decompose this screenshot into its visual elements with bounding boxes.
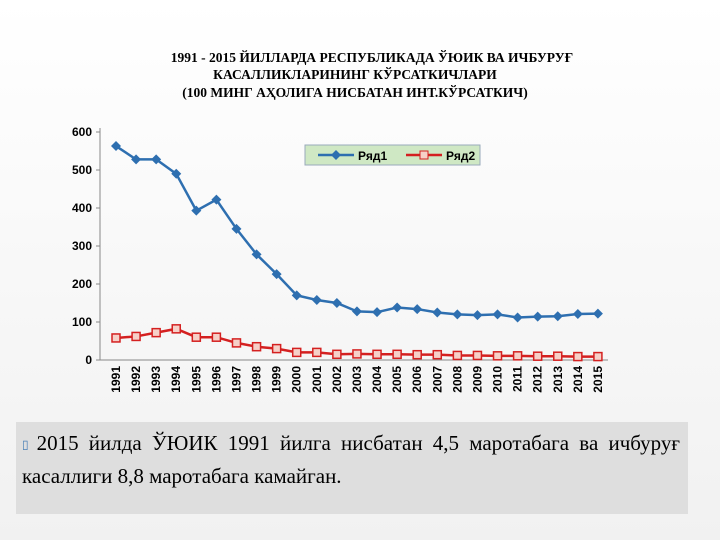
x-tick-label: 2011	[511, 366, 525, 392]
legend-label: Ряд2	[446, 149, 475, 163]
data-point	[271, 343, 282, 354]
data-point	[131, 331, 141, 342]
x-tick-label: 2015	[591, 366, 605, 393]
data-point	[432, 349, 443, 360]
data-point	[211, 332, 222, 342]
data-point	[352, 349, 362, 359]
chart-title: 1991 - 2015 ЙИЛЛАРДА РЕСПУБЛИКАДА ЎЮИК В…	[171, 50, 573, 65]
chart: 1991 - 2015 ЙИЛЛАРДА РЕСПУБЛИКАДА ЎЮИК В…	[72, 50, 608, 393]
legend-label: Ряд1	[358, 149, 387, 163]
y-tick-label: 100	[72, 315, 92, 329]
y-tick-label: 600	[72, 125, 92, 139]
x-tick-label: 2012	[531, 366, 545, 393]
y-tick-label: 300	[72, 239, 92, 253]
x-tick-label: 2010	[491, 366, 505, 393]
data-point	[111, 141, 121, 152]
data-point	[171, 168, 182, 179]
data-point	[151, 327, 161, 338]
data-point	[532, 351, 543, 361]
data-point	[412, 349, 422, 360]
data-point	[211, 194, 222, 205]
x-tick-label: 1998	[250, 366, 264, 393]
data-point	[351, 306, 362, 317]
data-point	[392, 349, 402, 360]
data-point	[512, 351, 523, 361]
x-tick-label: 1993	[149, 366, 163, 393]
series-line	[115, 145, 598, 319]
data-point	[452, 309, 463, 320]
data-point	[492, 309, 503, 320]
data-point	[372, 349, 382, 360]
x-tick-label: 1996	[209, 366, 223, 393]
y-tick-label: 200	[72, 277, 92, 291]
data-point	[251, 341, 262, 352]
y-tick-label: 400	[72, 201, 92, 215]
x-tick-label: 2008	[450, 366, 464, 393]
x-tick-label: 1999	[270, 366, 284, 393]
x-tick-label: 1997	[229, 366, 243, 393]
data-point	[331, 298, 342, 308]
data-point	[231, 223, 242, 234]
data-point	[412, 304, 423, 315]
data-point	[231, 338, 242, 348]
data-point	[311, 294, 322, 305]
data-point	[151, 154, 162, 165]
x-tick-label: 2005	[390, 366, 404, 393]
x-tick-label: 2000	[290, 366, 304, 393]
data-point	[332, 349, 342, 360]
data-point	[271, 269, 282, 280]
data-point	[592, 308, 603, 319]
x-tick-label: 2006	[410, 366, 424, 393]
x-tick-label: 2002	[330, 366, 344, 393]
x-tick-label: 2013	[551, 366, 565, 393]
y-tick-label: 500	[72, 163, 92, 177]
data-point	[472, 310, 483, 321]
data-point	[251, 249, 262, 260]
data-point	[552, 311, 563, 322]
data-point	[472, 350, 483, 361]
chart-title: КАСАЛЛИКЛАРИНИНГ КЎРСАТКИЧЛАРИ	[213, 67, 497, 82]
data-point	[291, 347, 302, 358]
legend-box	[304, 144, 481, 166]
data-point	[432, 307, 443, 318]
data-point	[492, 351, 503, 361]
x-tick-label: 2014	[571, 366, 585, 393]
x-tick-label: 2007	[430, 366, 444, 393]
data-point	[573, 351, 583, 362]
x-tick-label: 1991	[109, 366, 123, 393]
data-point	[312, 347, 322, 358]
x-tick-label: 1994	[169, 366, 183, 393]
x-tick-label: 2004	[370, 366, 384, 393]
annotation: 2015 йилда ЎЮИК 1991 йилга нисбатан 4,5 …	[22, 431, 680, 488]
data-point	[191, 332, 202, 342]
data-point	[572, 309, 583, 320]
data-point	[291, 290, 302, 301]
data-point	[593, 351, 603, 362]
data-point	[532, 311, 543, 322]
data-point	[372, 307, 383, 318]
legend-marker	[331, 150, 341, 160]
x-tick-label: 2009	[470, 366, 484, 393]
data-point	[191, 205, 202, 216]
data-point	[553, 351, 563, 361]
data-point	[392, 302, 403, 313]
data-point	[111, 333, 121, 343]
x-tick-label: 1992	[129, 366, 143, 393]
data-point	[452, 350, 463, 361]
data-point	[131, 154, 142, 165]
data-point	[171, 324, 181, 334]
x-tick-label: 1995	[189, 366, 203, 393]
y-tick-label: 0	[85, 353, 92, 367]
x-tick-label: 2001	[310, 366, 324, 393]
annotation-box: ▯ 2015 йилда ЎЮИК 1991 йилга нисбатан 4,…	[16, 422, 688, 514]
legend-marker	[419, 150, 429, 160]
x-tick-label: 2003	[350, 366, 364, 393]
chart-title: (100 МИНГ АҲОЛИГА НИСБАТАН ИНТ.КЎРСАТКИЧ…	[182, 85, 527, 100]
data-point	[512, 312, 523, 323]
